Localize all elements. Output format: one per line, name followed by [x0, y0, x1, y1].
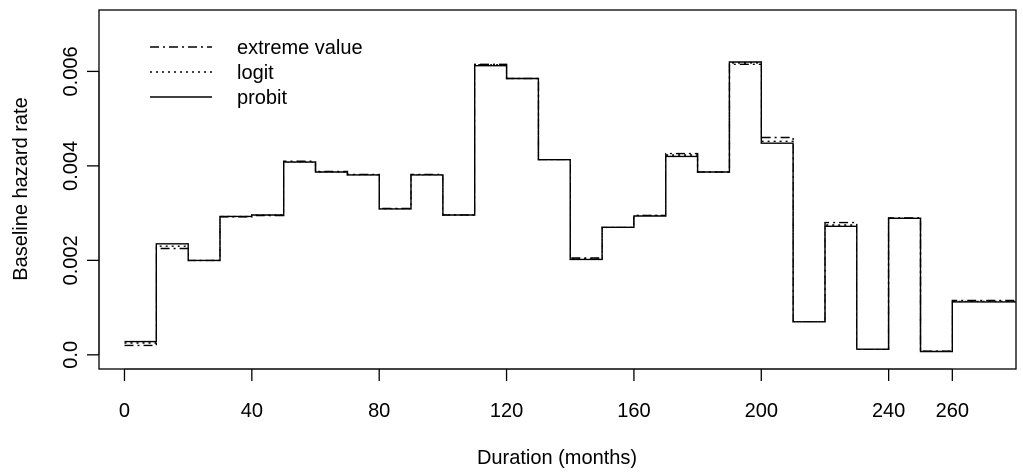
y-tick-label: 0.004: [60, 141, 82, 191]
y-tick-label: 0.006: [60, 46, 82, 96]
legend-label: extreme value: [237, 37, 363, 59]
x-tick-label: 240: [872, 400, 905, 422]
x-axis-title: Duration (months): [477, 447, 637, 469]
x-tick-label: 160: [617, 400, 650, 422]
series-line-probit: [124, 61, 1016, 353]
y-tick-label: 0.002: [60, 235, 82, 285]
x-tick-label: 120: [490, 400, 523, 422]
x-tick-label: 260: [936, 400, 969, 422]
x-tick-label: 0: [119, 400, 130, 422]
x-tick-label: 40: [241, 400, 263, 422]
legend-label: logit: [237, 62, 274, 84]
legend: extreme value logit probit: [150, 37, 363, 109]
y-tick-label: 0.0: [60, 341, 82, 369]
x-tick-label: 200: [745, 400, 778, 422]
x-tick-label: 80: [368, 400, 390, 422]
y-axis: 0.0 0.002 0.004 0.006: [60, 46, 100, 369]
y-axis-title: Baseline hazard rate: [10, 97, 32, 280]
legend-label: probit: [237, 87, 287, 109]
series-layer: [124, 61, 1016, 353]
x-axis: 0 40 80 120 160 200 240 260: [119, 368, 969, 422]
